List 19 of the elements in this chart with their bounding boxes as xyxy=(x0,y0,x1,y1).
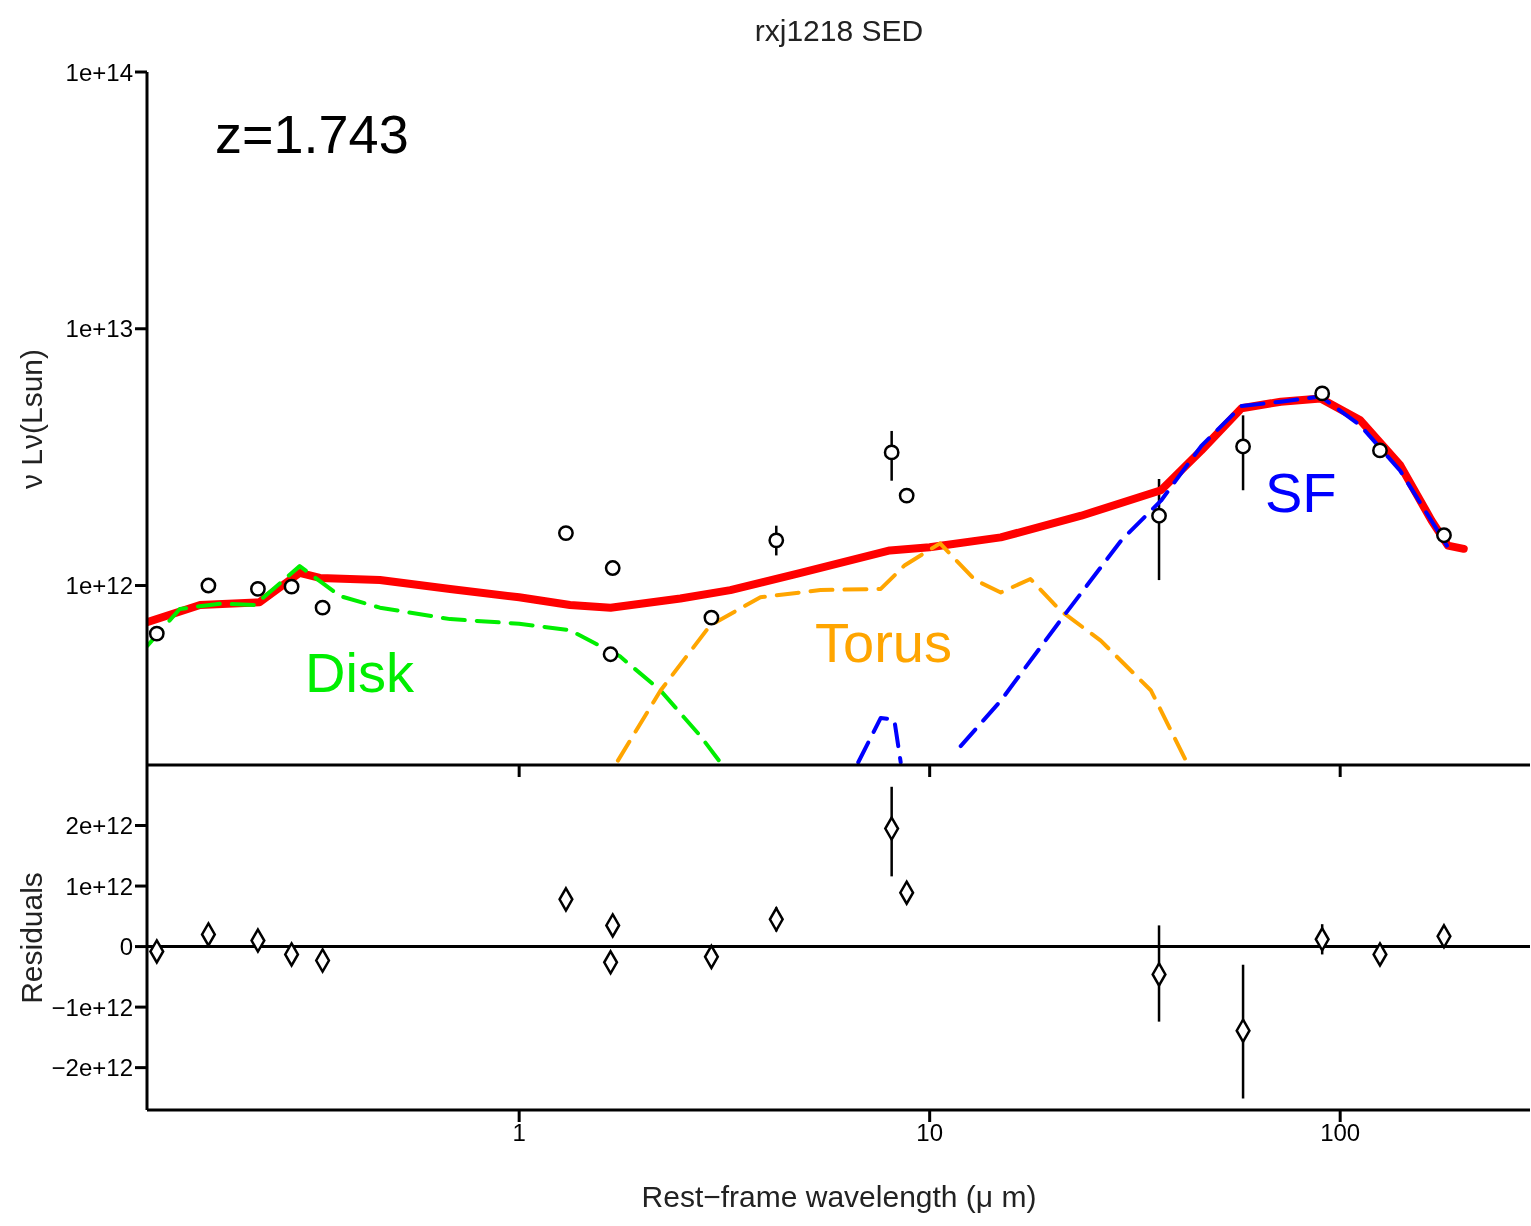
x-tick-label: 100 xyxy=(1320,1119,1361,1147)
series-label: Torus xyxy=(815,610,952,675)
y-tick-label: −2e+12 xyxy=(51,1054,133,1082)
y-tick-label: −1e+12 xyxy=(51,993,133,1021)
y-tick-label: 1e+12 xyxy=(65,872,133,900)
chart-title: rxj1218 SED xyxy=(753,14,925,48)
y-tick-label: 1e+13 xyxy=(65,315,133,343)
x-tick-label: 10 xyxy=(916,1119,944,1147)
x-axis-title: Rest−frame wavelength (μ m) xyxy=(640,1180,1038,1214)
y-axis-title: Residuals xyxy=(15,871,49,1004)
annotation: z=1.743 xyxy=(215,103,409,165)
y-axis-title: ν Lν(Lsun) xyxy=(15,348,49,489)
series-label: Disk xyxy=(305,640,414,705)
y-tick-label: 2e+12 xyxy=(65,812,133,840)
series-label: SF xyxy=(1265,460,1337,525)
y-tick-label: 0 xyxy=(119,933,133,961)
y-tick-label: 1e+12 xyxy=(65,572,133,600)
y-tick-label: 1e+14 xyxy=(65,58,133,86)
x-tick-label: 1 xyxy=(512,1119,526,1147)
